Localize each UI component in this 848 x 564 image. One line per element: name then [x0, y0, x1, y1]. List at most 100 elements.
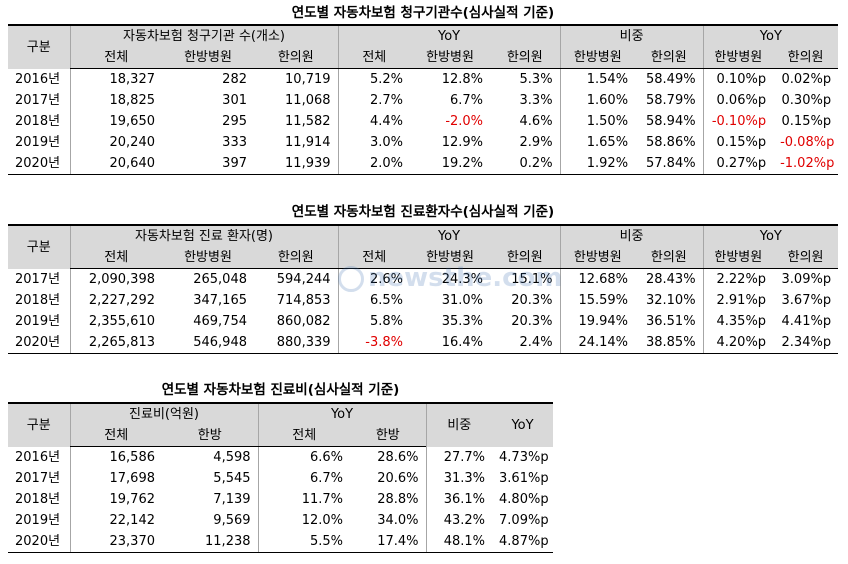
- header-gubun: 구분: [8, 402, 70, 447]
- table-row: 2020년 2,265,813 546,948 880,339 -3.8% 16…: [8, 332, 839, 354]
- cell: 1.65%: [559, 132, 636, 153]
- cell: 24.3%: [441, 272, 484, 287]
- table-row: 2018년 19,650 295 11,582 4.4% -2.0% 4.6% …: [8, 111, 838, 132]
- header-group-cost: 진료비(억원): [69, 402, 259, 425]
- table-row: 2020년 23,370 11,238 5.5% 17.4% 48.1% 4.8…: [8, 531, 554, 553]
- header-yoy2: YoY: [702, 224, 839, 247]
- cell: 20,240: [69, 132, 162, 153]
- cell: 295: [222, 114, 247, 129]
- cell: 5.5%: [257, 531, 351, 553]
- cell: 1.60%: [559, 90, 636, 111]
- cell: 31.3%: [425, 468, 493, 489]
- cell: 0.15%p: [702, 132, 774, 153]
- header-korean-clinic: 한의원: [254, 47, 339, 69]
- cell: 28.8%: [377, 492, 419, 507]
- cell: 18,327: [69, 68, 162, 90]
- cell: 36.1%: [425, 489, 493, 510]
- header-korean-hospital: 한방병원: [162, 247, 254, 269]
- year-cell: 2017년: [15, 471, 61, 486]
- cell: 1.50%: [559, 111, 636, 132]
- year-cell: 2019년: [15, 314, 61, 329]
- cell: 594,244: [276, 272, 331, 287]
- cell: 12.68%: [559, 268, 636, 290]
- cell: 10,719: [285, 72, 331, 87]
- table1: 구분 자동차보험 청구기관 수(개소) YoY 비중 YoY 전체 한방병원 한…: [8, 24, 839, 175]
- cell: 11,939: [254, 153, 339, 175]
- cell: 4.73%p: [499, 449, 549, 465]
- header-korean-clinic: 한의원: [490, 47, 561, 69]
- cell: 0.10%p: [702, 68, 774, 90]
- cell: 347,165: [193, 293, 247, 308]
- watermark-text: newsthe.com: [368, 263, 563, 293]
- cell: 48.1%: [425, 531, 493, 553]
- header-korean-clinic: 한의원: [773, 247, 839, 269]
- header-gubun: 구분: [8, 224, 70, 269]
- cell: 2.4%: [490, 332, 561, 354]
- cell: 5.2%: [337, 68, 411, 90]
- cell: 23,370: [69, 531, 162, 553]
- header-group-count: 자동차보험 청구기관 수(개소): [69, 24, 339, 47]
- table-row: 2018년 2,227,292 347,165 714,853 6.5% 31.…: [8, 290, 838, 311]
- header-korean-clinic: 한의원: [773, 47, 839, 69]
- cell-negative: -1.02%p: [773, 153, 839, 175]
- cell: 32.10%: [645, 293, 696, 308]
- table-row: 2019년 2,355,610 469,754 860,082 5.8% 35.…: [8, 311, 838, 332]
- header-korean-hospital: 한방병원: [559, 247, 636, 269]
- globe-icon: [338, 265, 364, 292]
- cell: 2,355,610: [69, 311, 162, 332]
- header-share: 비중: [559, 224, 704, 247]
- cell-negative: -0.10%p: [702, 111, 774, 132]
- cell: 58.79%: [646, 93, 696, 108]
- cell: 6.7%: [257, 468, 351, 489]
- header-yoy: YoY: [337, 224, 561, 247]
- header-korean-clinic: 한의원: [635, 247, 704, 269]
- table2: 구분 자동차보험 진료 환자(명) YoY 비중 YoY 전체 한방병원 한의원…: [8, 224, 839, 354]
- year-cell: 2020년: [8, 531, 70, 553]
- header-korean-clinic: 한의원: [635, 47, 704, 69]
- cell: 4.35%p: [702, 311, 774, 332]
- cell: 3.67%p: [781, 293, 832, 308]
- cell: 4.4%: [337, 111, 411, 132]
- year-cell: 2020년: [8, 153, 70, 175]
- table-row: 2018년 19,762 7,139 11.7% 28.8% 36.1% 4.8…: [8, 489, 553, 510]
- header-korean-hospital: 한방병원: [559, 47, 636, 69]
- header-korean-medicine: 한방: [162, 425, 259, 447]
- cell: 11.7%: [257, 489, 351, 510]
- cell: 714,853: [276, 293, 331, 308]
- cell: 397: [162, 153, 254, 175]
- header-total: 전체: [337, 247, 411, 269]
- year-cell: 2019년: [15, 513, 61, 528]
- header-korean-hospital: 한방병원: [702, 47, 774, 69]
- table-row: 2019년 22,142 9,569 12.0% 34.0% 43.2% 7.0…: [8, 510, 553, 531]
- year-cell: 2016년: [15, 71, 61, 87]
- cell: 28.6%: [377, 450, 419, 465]
- cell: 4.6%: [519, 114, 553, 129]
- cell: 19.94%: [559, 311, 636, 332]
- header-yoy: YoY: [337, 24, 561, 47]
- cell: 2,265,813: [69, 332, 162, 354]
- header-group-patients: 자동차보험 진료 환자(명): [69, 224, 339, 247]
- cell: 12.9%: [441, 135, 484, 150]
- cell: 6.7%: [450, 93, 484, 108]
- cell: 31.0%: [441, 293, 484, 308]
- cell: 469,754: [193, 314, 247, 329]
- table-row: 2020년 20,640 397 11,939 2.0% 19.2% 0.2% …: [8, 153, 839, 175]
- cell: 2.9%: [519, 135, 553, 150]
- cell: 3.0%: [337, 132, 411, 153]
- cell-negative: -2.0%: [445, 114, 484, 129]
- header-korean-hospital: 한방병원: [162, 47, 254, 69]
- table-row: 2016년 18,327 282 10,719 5.2% 12.8% 5.3% …: [8, 68, 838, 90]
- cell: 1.92%: [559, 153, 636, 175]
- cell: 24.14%: [559, 332, 636, 354]
- table2-title: 연도별 자동차보험 진료환자수(심사실적 기준): [291, 204, 555, 220]
- header-korean-clinic: 한의원: [254, 247, 339, 269]
- cell: 9,569: [213, 513, 251, 528]
- year-cell: 2017년: [15, 93, 61, 108]
- cell: 19,650: [69, 111, 162, 132]
- header-yoy: YoY: [257, 402, 427, 425]
- table-row: 2016년 16,586 4,598 6.6% 28.6% 27.7% 4.73…: [8, 446, 553, 468]
- year-cell: 2017년: [15, 271, 61, 287]
- cell: 2.91%p: [702, 290, 774, 311]
- cell: 880,339: [254, 332, 339, 354]
- cell: 6.6%: [257, 446, 351, 468]
